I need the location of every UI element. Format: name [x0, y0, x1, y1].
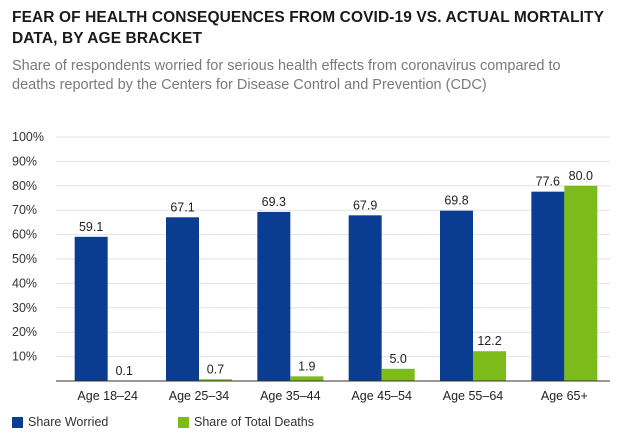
data-label: 1.9: [298, 359, 315, 373]
chart-title: FEAR OF HEALTH CONSEQUENCES FROM COVID-1…: [12, 9, 604, 47]
x-tick-label: Age 25–34: [169, 389, 230, 403]
data-label: 0.7: [207, 362, 224, 376]
y-tick-label: 80%: [12, 179, 37, 193]
bar-chart: 10% 20% 30% 40% 50% 60% 70% 80% 90% 100% 59.1 0.1 6…: [12, 130, 610, 403]
data-label: 69.3: [262, 195, 286, 209]
data-label: 69.8: [444, 194, 468, 208]
bars: [74, 185, 598, 382]
grid-lines: [56, 136, 610, 358]
legend-label-worried: Share Worried: [28, 415, 109, 429]
bar-share-worried: [257, 211, 291, 381]
x-tick-label: Age 55–64: [443, 389, 504, 403]
bar-share-deaths: [473, 351, 506, 381]
bar-share-worried: [74, 236, 108, 381]
data-label: 59.1: [79, 220, 103, 234]
chart-subtitle: Share of respondents worried for serious…: [12, 58, 561, 93]
y-tick-label: 60%: [12, 228, 37, 242]
data-labels: 59.1 0.1 67.1 0.7 69.3 1.9 67.9 5.0 69.8 12.2 77.6…: [79, 169, 593, 378]
bar-share-worried: [531, 191, 565, 381]
bar-share-deaths: [290, 376, 324, 381]
y-tick-label: 90%: [12, 154, 37, 168]
legend-label-deaths: Share of Total Deaths: [194, 415, 314, 429]
data-label: 67.1: [170, 200, 194, 214]
bar-share-worried: [348, 215, 382, 381]
x-tick-label: Age 18–24: [77, 389, 138, 403]
bar-share-deaths: [199, 379, 232, 381]
x-tick-label: Age 65+: [541, 389, 588, 403]
data-label: 67.9: [353, 198, 377, 212]
legend: Share Worried Share of Total Deaths: [0, 415, 617, 433]
x-tick-label: Age 35–44: [260, 389, 321, 403]
y-tick-label: 50%: [12, 252, 37, 266]
data-label: 12.2: [477, 334, 501, 348]
data-label: 0.1: [115, 364, 132, 378]
data-label: 77.6: [536, 175, 560, 189]
y-axis-ticks: 10% 20% 30% 40% 50% 60% 70% 80% 90% 100%: [12, 130, 44, 364]
legend-item-share-deaths: Share of Total Deaths: [178, 415, 314, 429]
y-tick-label: 40%: [12, 276, 37, 290]
legend-swatch-deaths: [178, 416, 189, 428]
bar-share-worried: [166, 217, 199, 381]
bar-share-deaths: [564, 185, 598, 381]
bar-share-deaths: [381, 368, 415, 381]
x-tick-label: Age 45–54: [351, 389, 412, 403]
x-axis-ticks: Age 18–24 Age 25–34 Age 35–44 Age 45–54 Age …: [77, 389, 587, 403]
y-tick-label: 10%: [12, 350, 37, 364]
y-tick-label: 100%: [12, 130, 44, 144]
data-label: 5.0: [389, 352, 406, 366]
data-label: 80.0: [569, 169, 593, 183]
y-tick-label: 30%: [12, 301, 37, 315]
legend-swatch-worried: [12, 416, 23, 428]
legend-item-share-worried: Share Worried: [12, 415, 108, 429]
bar-share-worried: [440, 210, 473, 381]
y-tick-label: 20%: [12, 325, 37, 339]
y-tick-label: 70%: [12, 203, 37, 217]
